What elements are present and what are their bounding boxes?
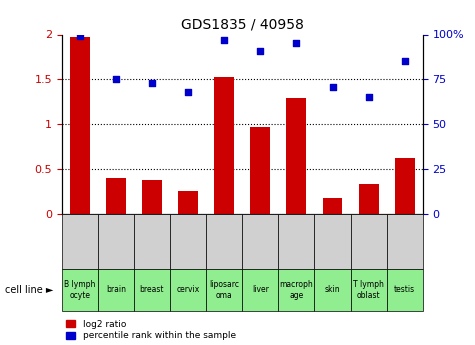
Point: [184, 89, 192, 95]
Bar: [106, 178, 126, 214]
Text: brain: brain: [106, 285, 126, 294]
Point: [148, 80, 156, 86]
Text: T lymph
oblast: T lymph oblast: [353, 280, 384, 299]
Text: liposarc
oma: liposarc oma: [209, 280, 239, 299]
Text: cervix: cervix: [177, 285, 199, 294]
Text: skin: skin: [325, 285, 340, 294]
Point: [112, 77, 120, 82]
Title: GDS1835 / 40958: GDS1835 / 40958: [181, 18, 304, 32]
Text: B lymph
ocyte: B lymph ocyte: [64, 280, 95, 299]
Bar: [359, 184, 379, 214]
Point: [329, 84, 336, 89]
Bar: [250, 127, 270, 214]
Text: breast: breast: [140, 285, 164, 294]
Legend: log2 ratio, percentile rank within the sample: log2 ratio, percentile rank within the s…: [66, 320, 236, 341]
Bar: [142, 180, 162, 214]
Bar: [323, 198, 342, 214]
Point: [76, 33, 84, 39]
Bar: [70, 37, 90, 214]
Text: liver: liver: [252, 285, 269, 294]
Bar: [395, 158, 415, 214]
Text: cell line ►: cell line ►: [5, 285, 53, 295]
Point: [220, 37, 228, 43]
Bar: [214, 77, 234, 214]
Point: [293, 41, 300, 46]
Point: [365, 95, 372, 100]
Point: [401, 59, 408, 64]
Bar: [178, 191, 198, 214]
Text: testis: testis: [394, 285, 415, 294]
Text: macroph
age: macroph age: [279, 280, 314, 299]
Bar: [286, 98, 306, 214]
Point: [256, 48, 264, 53]
